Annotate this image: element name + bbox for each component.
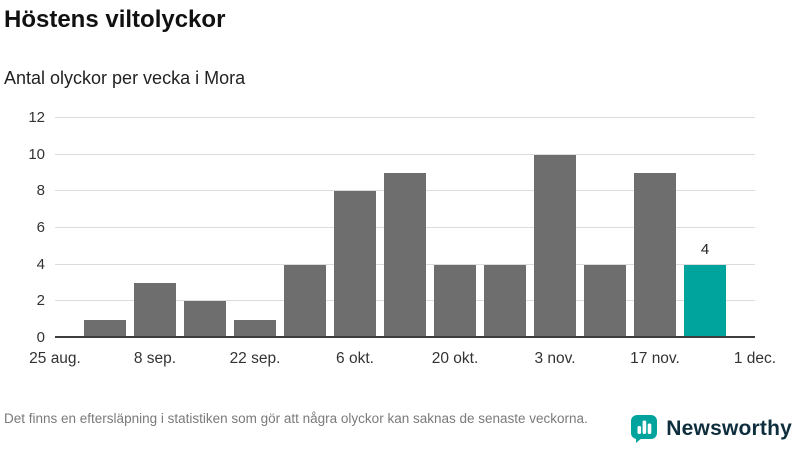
x-tick-label: 8 sep. <box>133 350 177 367</box>
chart-subtitle: Antal olyckor per vecka i Mora <box>4 68 246 88</box>
y-tick-label: 12 <box>28 109 45 126</box>
bar <box>334 191 376 338</box>
x-axis-line <box>55 336 755 338</box>
x-tick-label: 17 nov. <box>630 350 680 367</box>
y-tick-label: 8 <box>36 182 45 200</box>
y-tick-label: 4 <box>36 255 45 273</box>
x-tick-label: 6 okt. <box>336 350 374 367</box>
newsworthy-wordmark: Newsworthy <box>666 417 792 440</box>
x-tick-label: 20 okt. <box>431 350 479 367</box>
y-tick-label: 0 <box>36 329 45 346</box>
gridline <box>55 117 755 118</box>
bar <box>634 173 676 338</box>
bar <box>384 173 426 338</box>
bar-value-label: 4 <box>700 240 710 258</box>
bar <box>484 264 526 338</box>
plot-area: 0 2 4 6 8 10 12 4 25 aug. 8 sep. 22 sep. 6 okt. 20 o… <box>28 109 776 367</box>
bar <box>234 319 276 338</box>
newsworthy-logo: Newsworthy <box>629 414 792 444</box>
bar <box>184 301 226 338</box>
footnote: Det finns en eftersläpning i statistiken… <box>4 411 588 426</box>
y-tick-label: 6 <box>36 219 45 236</box>
y-tick-label: 10 <box>28 145 45 163</box>
bar-highlighted <box>684 264 726 338</box>
bar <box>84 319 126 338</box>
page-title: Höstens viltolyckor <box>4 6 226 33</box>
x-tick-label: 3 nov. <box>534 350 576 367</box>
gridline <box>55 153 755 155</box>
bar <box>434 264 476 338</box>
bar <box>584 264 626 338</box>
bar <box>534 154 576 338</box>
x-tick-label: 1 dec. <box>733 350 777 367</box>
x-tick-label: 25 aug. <box>29 350 81 367</box>
newsworthy-icon <box>629 414 659 444</box>
y-tick-label: 2 <box>36 292 45 310</box>
x-tick-label: 22 sep. <box>229 350 281 367</box>
bar <box>134 283 176 338</box>
bar <box>284 264 326 338</box>
bar-chart: 0 2 4 6 8 10 12 4 25 aug. 8 sep. 22 sep. 6 okt. 20 o… <box>28 109 776 367</box>
